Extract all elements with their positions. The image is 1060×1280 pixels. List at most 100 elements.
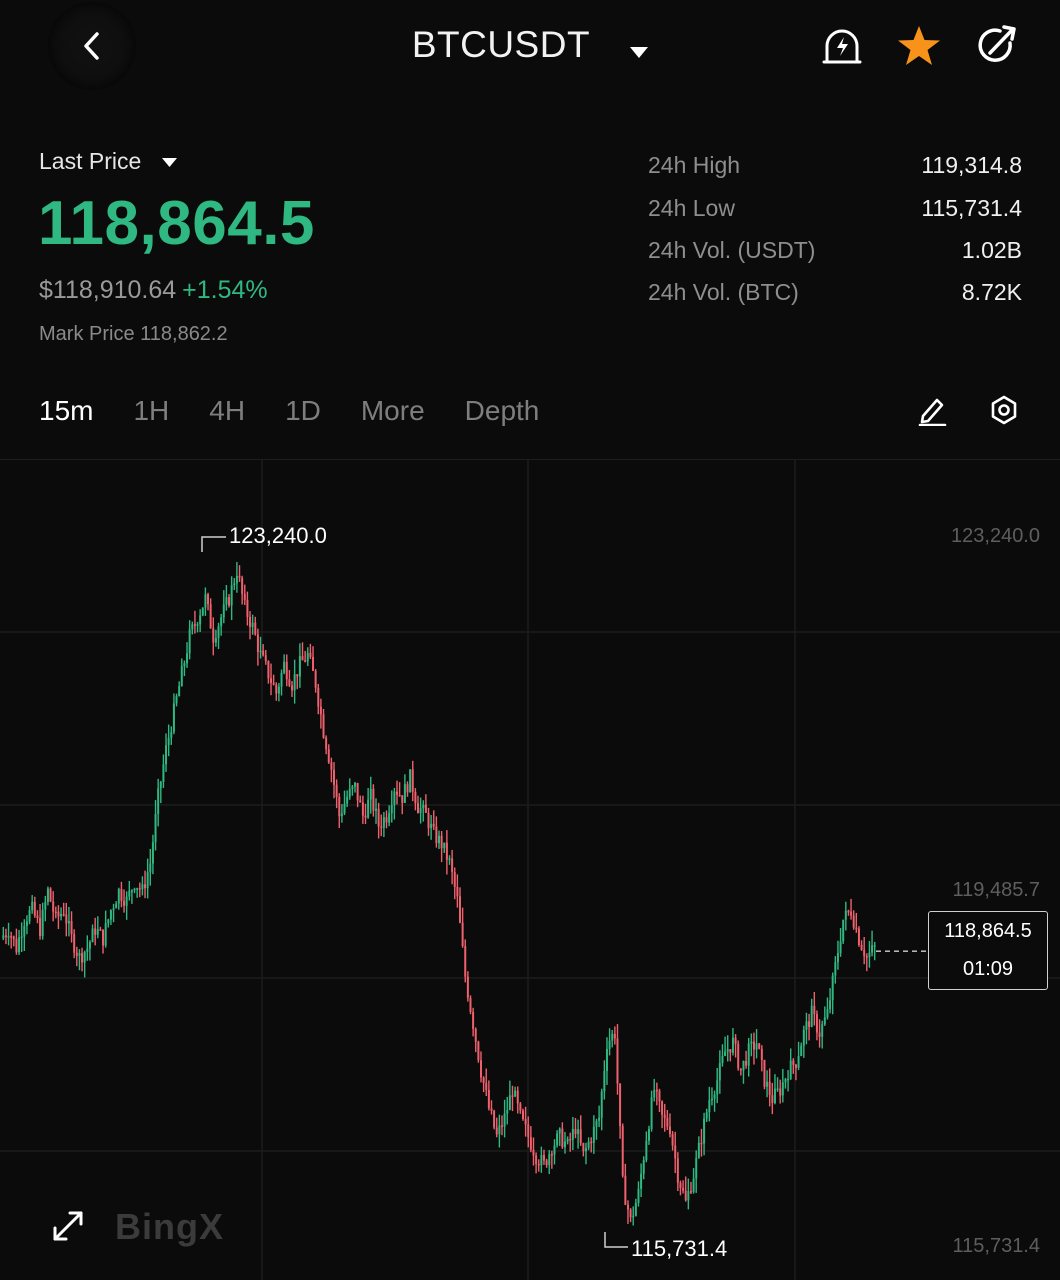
candle-body [458, 896, 461, 923]
tab-15m[interactable]: 15m [39, 395, 94, 426]
candle-body [752, 1041, 755, 1050]
candle-body [112, 908, 115, 911]
candle-body [495, 1127, 498, 1135]
candle-body [863, 949, 866, 957]
candle-body [91, 928, 94, 943]
last-price-selector[interactable]: Last Price [39, 148, 177, 175]
stat-label: 24h Low [648, 195, 735, 221]
candle-body [703, 1118, 706, 1144]
candle-body [661, 1101, 664, 1115]
candle-body [88, 942, 91, 949]
low-marker-line [604, 1232, 628, 1248]
candle-body [443, 842, 446, 849]
candle-body [44, 901, 47, 910]
candle-body [608, 1040, 611, 1050]
candle-body [10, 936, 13, 938]
stat-value: 115,731.4 [921, 195, 1022, 221]
candle-body [65, 914, 68, 924]
candle-body [808, 1021, 811, 1027]
candle-body [390, 805, 393, 814]
candle-body [62, 914, 65, 916]
candle-body [325, 737, 328, 750]
tabs-divider [0, 459, 1060, 460]
mark-price: Mark Price 118,862.2 [39, 323, 228, 345]
candle-body [411, 769, 414, 792]
candle-body [207, 594, 210, 605]
settings-hexagon-icon[interactable] [986, 392, 1022, 428]
candle-body [99, 929, 102, 931]
candle-body [674, 1145, 677, 1159]
candle-body [107, 919, 110, 924]
back-button[interactable] [48, 2, 136, 90]
candle-body [794, 1064, 797, 1068]
tab-1d[interactable]: 1D [285, 395, 321, 426]
candle-body [238, 575, 241, 578]
candle-body [823, 1017, 826, 1025]
tab-more[interactable]: More [360, 395, 425, 426]
candle-body [451, 858, 454, 872]
candle-body [487, 1089, 490, 1109]
candle-body [485, 1082, 488, 1090]
candle-body [304, 660, 307, 662]
candle-body [813, 1005, 816, 1015]
candle-body [603, 1070, 606, 1092]
candle-body [689, 1191, 692, 1193]
candle-body [141, 884, 144, 890]
candle-body [498, 1125, 501, 1135]
candle-body [687, 1191, 690, 1201]
candle-body [847, 910, 850, 913]
candle-body [474, 1028, 477, 1042]
candle-body [348, 788, 351, 797]
candle-body [385, 817, 388, 823]
candle-body [598, 1117, 601, 1121]
candle-body [616, 1038, 619, 1084]
candle-body [836, 953, 839, 963]
candle-body [306, 652, 309, 662]
candle-body [682, 1188, 685, 1191]
candle-body [511, 1095, 514, 1097]
candle-body [283, 661, 286, 673]
candle-body [839, 941, 842, 954]
price-alert-icon[interactable] [818, 22, 866, 70]
candle-body [710, 1098, 713, 1101]
candle-body [262, 650, 265, 656]
candle-body [432, 823, 435, 827]
candle-body [537, 1163, 540, 1166]
candle-body [506, 1110, 509, 1114]
tab-1h[interactable]: 1H [133, 395, 170, 426]
candle-body [117, 889, 120, 904]
candle-body [314, 670, 317, 688]
candle-body [718, 1063, 721, 1081]
tab-depth[interactable]: Depth [464, 395, 540, 426]
tab-4h[interactable]: 4H [209, 395, 246, 426]
candle-countdown: 01:09 [962, 958, 1014, 980]
candle-body [175, 696, 178, 704]
pair-selector[interactable]: BTCUSDT [0, 24, 1060, 68]
candle-body [204, 594, 207, 608]
y-axis-label: 115,731.4 [953, 1235, 1041, 1257]
candle-body [128, 890, 131, 897]
candle-body [831, 975, 834, 1001]
candle-body [787, 1078, 790, 1081]
star-icon[interactable] [895, 22, 943, 70]
candle-body [419, 808, 422, 814]
expand-icon[interactable] [50, 1208, 86, 1244]
candle-body [31, 901, 34, 911]
candle-body [742, 1060, 745, 1071]
candle-body [768, 1081, 771, 1096]
candle-body [123, 900, 126, 906]
brand-watermark: BingX [115, 1206, 224, 1247]
candle-body [301, 656, 304, 661]
draw-pen-icon[interactable] [914, 392, 950, 428]
candle-body [23, 925, 26, 937]
candle-body [558, 1128, 561, 1134]
candle-body [773, 1088, 776, 1103]
share-icon[interactable] [973, 22, 1021, 70]
caret-down-icon [630, 26, 649, 68]
candle-body [125, 896, 128, 906]
candle-body [545, 1160, 548, 1166]
candle-body [222, 604, 225, 618]
candle-body [626, 1204, 629, 1210]
candle-body [532, 1149, 535, 1156]
